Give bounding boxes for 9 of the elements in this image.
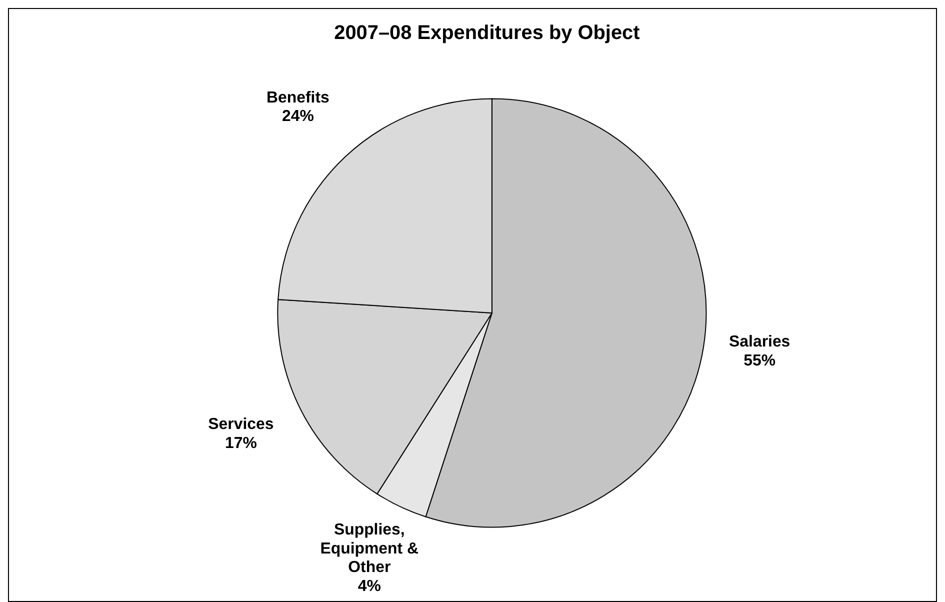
data-label: 24% — [282, 108, 314, 126]
slice-label: Services — [208, 416, 274, 433]
slice-label: Salaries — [729, 334, 790, 351]
data-label: 55% — [744, 352, 776, 370]
data-label: 4% — [358, 578, 381, 596]
slice-label: Benefits — [266, 89, 330, 106]
slice-label: Supplies, Equipment & Other — [320, 521, 420, 576]
chart-title: 2007–08 Expenditures by Object — [334, 22, 640, 44]
data-label: 17% — [225, 434, 257, 452]
